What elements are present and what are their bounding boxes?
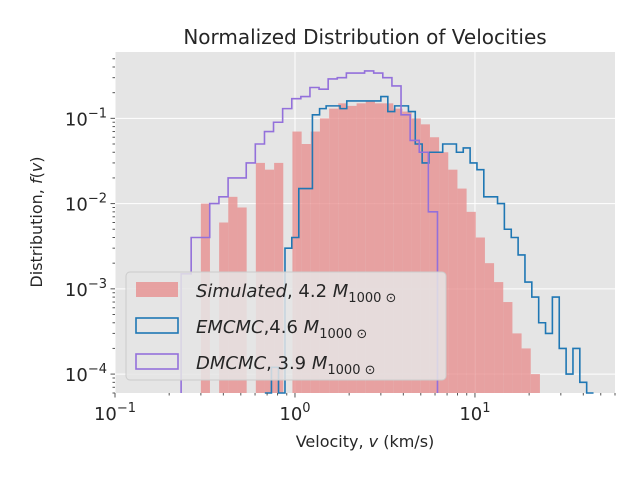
legend-frame: [125, 271, 447, 381]
histogram-bar: [384, 103, 394, 393]
x-tick-label: 100: [279, 401, 310, 425]
chart-title: Normalized Distribution of Velocities: [183, 25, 546, 49]
histogram-bar: [356, 103, 366, 393]
axis-ticks: 10−1 100 101 10−4 10−3 10−2 10−1: [65, 58, 616, 425]
x-axis-label: Velocity, v (km/s): [296, 432, 435, 451]
legend-swatch-dmcmc: [135, 353, 179, 370]
histogram-bar: [475, 237, 485, 393]
histogram-bar: [530, 374, 540, 393]
histogram-bar: [292, 131, 302, 393]
legend: Simulated, 4.2 M1000 ⊙ EMCMC,4.6 M1000 ⊙ D…: [125, 271, 447, 381]
histogram-bar: [466, 211, 476, 393]
histogram-bar: [402, 111, 412, 394]
legend-swatch-simulated: [136, 282, 178, 297]
histogram-bar: [420, 124, 430, 393]
histogram-bar: [484, 263, 495, 393]
histogram-bar: [457, 188, 467, 393]
histogram-bar: [494, 282, 504, 393]
histogram-bar: [393, 108, 403, 394]
histogram-bar: [374, 103, 385, 393]
histogram-bar: [411, 118, 421, 393]
y-tick-label: 10−4: [65, 362, 107, 386]
histogram-bar: [310, 131, 320, 393]
legend-label-emcmc: EMCMC,4.6 M1000 ⊙: [196, 317, 367, 342]
legend-label-dmcmc: DMCMC, 3.9 M1000 ⊙: [196, 353, 376, 378]
histogram-bar: [301, 144, 311, 393]
histogram-bar: [329, 108, 339, 394]
histogram-bar: [338, 103, 348, 393]
histogram-bar: [503, 302, 513, 393]
histogram-bar: [448, 169, 458, 393]
legend-label-simulated: Simulated, 4.2 M1000 ⊙: [196, 281, 396, 306]
series-dmcmc-line: [180, 70, 439, 393]
x-tick-label: 10−1: [94, 401, 136, 425]
histogram-bar: [365, 100, 375, 394]
y-tick-label: 10−3: [65, 277, 107, 301]
y-axis-label: Distribution, f(v): [27, 156, 46, 287]
histogram-bar: [429, 137, 440, 393]
histogram-bar: [521, 348, 531, 393]
x-tick-label: 101: [459, 401, 490, 425]
histogram-bar: [512, 333, 522, 393]
y-tick-label: 10−2: [65, 192, 107, 216]
legend-swatch-emcmc: [135, 317, 179, 334]
y-tick-label: 10−1: [65, 106, 107, 130]
histogram-bar: [347, 105, 357, 394]
histogram-bar: [319, 118, 330, 393]
series-emcmc-line: [264, 95, 594, 394]
